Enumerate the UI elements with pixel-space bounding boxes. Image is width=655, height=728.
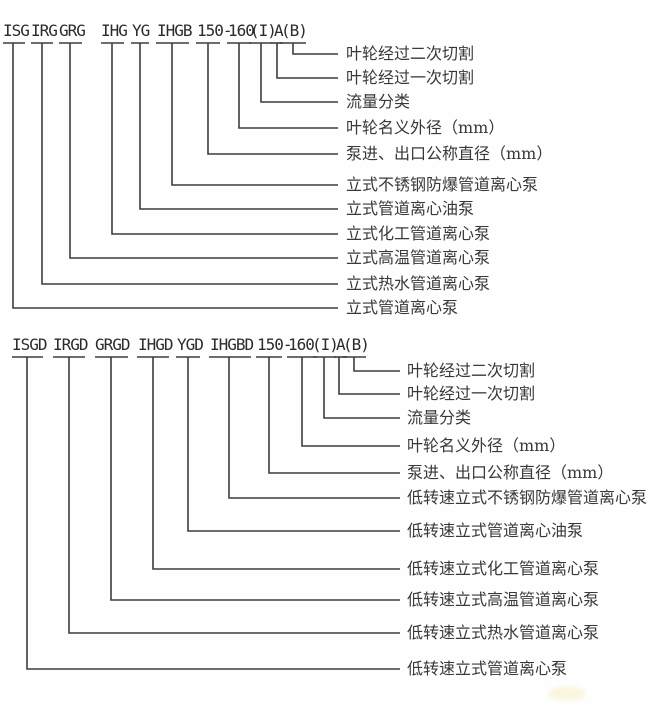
watermark-smudge: [548, 686, 586, 701]
meaning-label: 低转速立式不锈钢防爆管道离心泵: [407, 488, 648, 507]
model-token: (B): [281, 21, 308, 40]
model-token: A: [336, 335, 346, 354]
model-token: 150-: [257, 335, 293, 354]
meaning-label: 叶轮经过二次切割: [407, 361, 536, 380]
meaning-label: 立式管道离心油泵: [346, 199, 475, 218]
meaning-label: 叶轮经过一次切割: [407, 384, 536, 403]
bottom-connectors: [26, 357, 400, 670]
model-token: IRG: [31, 21, 58, 40]
model-token: IHGD: [138, 335, 174, 354]
meaning-label: 立式不锈钢防爆管道离心泵: [346, 175, 539, 194]
meaning-label: 泵进、出口公称直径（mm）: [346, 144, 553, 163]
model-token: (I): [250, 21, 277, 40]
model-token: GRG: [59, 21, 86, 40]
model-token: (B): [343, 335, 370, 354]
meaning-label: 叶轮名义外径（mm）: [407, 436, 566, 455]
model-token: IHG: [101, 21, 128, 40]
model-token: IRGD: [53, 335, 89, 354]
model-token: A: [274, 21, 284, 40]
model-token: IHGB: [157, 21, 193, 40]
meaning-label: 低转速立式热水管道离心泵: [407, 623, 600, 642]
meaning-label: 叶轮经过一次切割: [346, 68, 475, 87]
model-token: ISGD: [12, 335, 48, 354]
model-token: 160: [228, 21, 255, 40]
meaning-label: 流量分类: [346, 92, 411, 111]
meaning-label: 立式管道离心泵: [346, 298, 459, 317]
model-token: ISG: [3, 21, 30, 40]
meaning-label: 立式化工管道离心泵: [346, 224, 491, 243]
meaning-label: 流量分类: [407, 408, 472, 427]
model-token: GRGD: [95, 335, 131, 354]
model-token: (I): [312, 335, 339, 354]
model-token: YG: [132, 21, 150, 40]
top-connectors: [12, 43, 338, 309]
model-token: YGD: [177, 335, 204, 354]
model-token: 160: [288, 335, 315, 354]
meaning-label: 低转速立式管道离心泵: [407, 659, 568, 678]
meaning-label: 低转速立式化工管道离心泵: [407, 559, 600, 578]
meaning-label: 立式热水管道离心泵: [346, 274, 491, 293]
meaning-label: 立式高温管道离心泵: [346, 248, 491, 267]
meaning-label: 低转速立式管道离心油泵: [407, 521, 584, 540]
model-token: IHGBD: [210, 335, 254, 354]
model-token: 150-: [197, 21, 233, 40]
meaning-label: 叶轮经过二次切割: [346, 44, 475, 63]
meaning-label: 低转速立式高温管道离心泵: [407, 590, 600, 609]
meaning-label: 泵进、出口公称直径（mm）: [407, 463, 614, 482]
meaning-label: 叶轮名义外径（mm）: [346, 118, 505, 137]
